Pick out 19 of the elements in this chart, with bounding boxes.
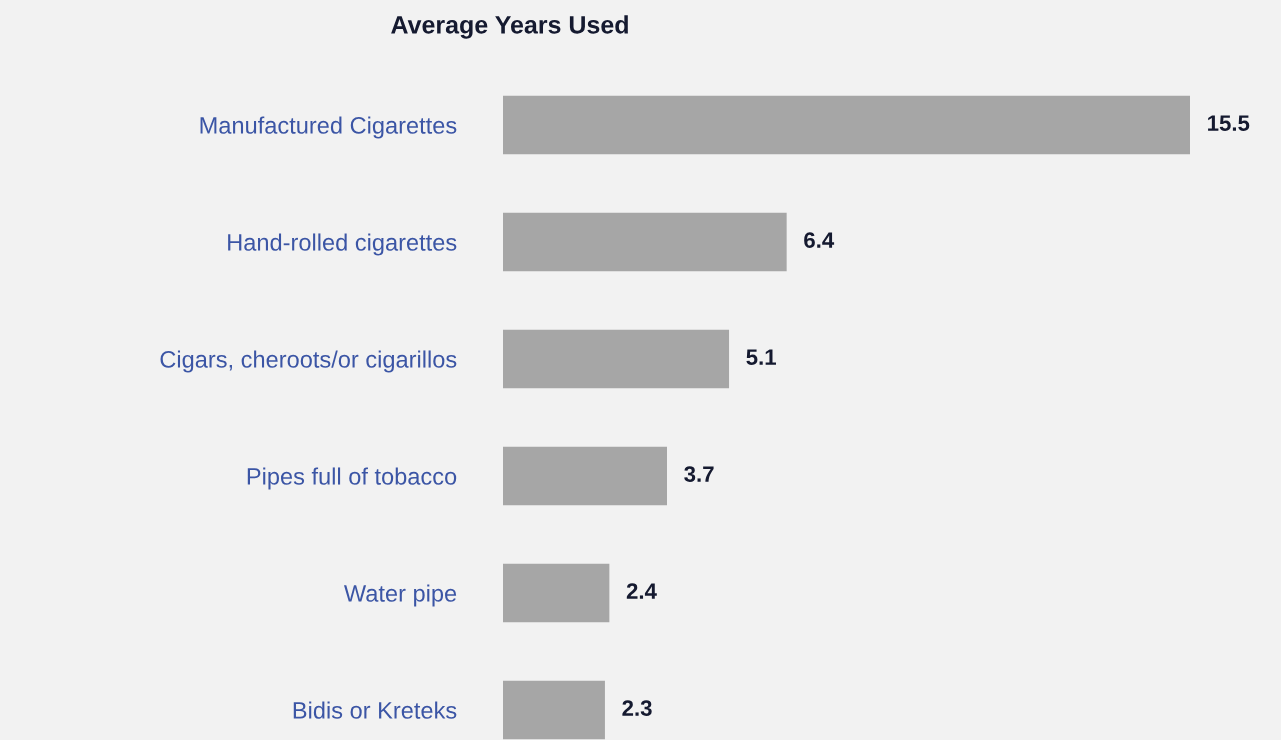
bar: [503, 95, 1190, 155]
bar: [503, 329, 730, 389]
data-label: 2.4: [626, 583, 657, 599]
chart-title: Average Years Used: [391, 15, 628, 39]
data-label: 5.1: [746, 349, 776, 365]
bar: [503, 212, 787, 272]
bar: [503, 446, 667, 506]
data-label: 2.3: [622, 700, 652, 716]
y-tick-label: Pipes full of tobacco: [247, 467, 457, 490]
y-tick-label: Water pipe: [343, 584, 457, 607]
y-tick-label: Cigars, cheroots/or cigarillos: [160, 350, 457, 373]
bar: [503, 680, 605, 740]
y-tick-label: Bidis or Kreteks: [293, 701, 457, 719]
data-label: 15.5: [1208, 115, 1250, 131]
data-label: 3.7: [684, 466, 714, 482]
y-tick-label: Manufactured Cigarettes: [200, 116, 457, 139]
bar: [503, 563, 610, 623]
data-label: 6.4: [804, 232, 835, 248]
y-tick-label: Hand-rolled cigarettes: [228, 233, 457, 256]
